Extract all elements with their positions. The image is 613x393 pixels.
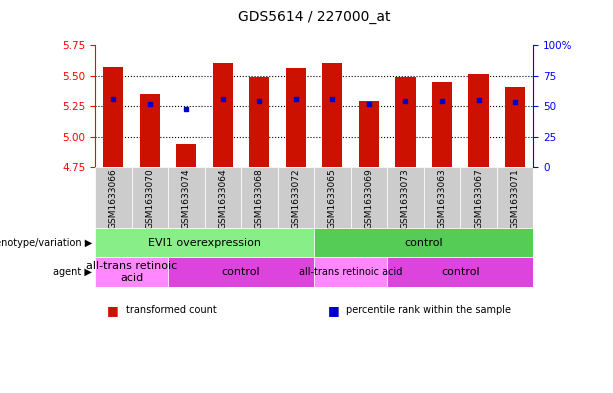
Bar [103,67,123,167]
Text: agent ▶: agent ▶ [53,267,92,277]
Text: all-trans retinoic acid: all-trans retinoic acid [299,267,402,277]
Bar [241,167,278,228]
Text: GSM1633067: GSM1633067 [474,168,483,229]
Bar [432,82,452,167]
Text: all-trans retinoic
acid: all-trans retinoic acid [86,261,177,283]
Bar [314,167,351,228]
Bar [95,257,168,287]
Text: transformed count: transformed count [126,305,216,316]
Bar [460,167,497,228]
Bar [213,63,233,167]
Text: GSM1633068: GSM1633068 [255,168,264,229]
Text: GSM1633063: GSM1633063 [438,168,446,229]
Bar [95,167,132,228]
Bar [314,228,533,257]
Text: ■: ■ [328,304,340,317]
Bar [249,77,270,167]
Text: GSM1633072: GSM1633072 [291,168,300,229]
Bar [168,167,205,228]
Text: genotype/variation ▶: genotype/variation ▶ [0,238,92,248]
Bar [497,167,533,228]
Bar [177,144,196,167]
Text: control: control [441,267,479,277]
Text: GSM1633065: GSM1633065 [328,168,337,229]
Text: GSM1633071: GSM1633071 [511,168,520,229]
Text: control: control [405,238,443,248]
Text: EVI1 overexpression: EVI1 overexpression [148,238,261,248]
Text: GDS5614 / 227000_at: GDS5614 / 227000_at [238,9,390,24]
Bar [387,257,533,287]
Bar [205,167,241,228]
Bar [314,257,387,287]
Text: control: control [222,267,261,277]
Text: GSM1633066: GSM1633066 [109,168,118,229]
Bar [424,167,460,228]
Bar [351,167,387,228]
Bar [278,167,314,228]
Bar [505,86,525,167]
Text: GSM1633069: GSM1633069 [365,168,373,229]
Bar [286,68,306,167]
Text: GSM1633074: GSM1633074 [182,168,191,229]
Text: GSM1633064: GSM1633064 [218,168,227,229]
Bar [95,228,314,257]
Bar [468,74,489,167]
Bar [140,94,160,167]
Text: GSM1633073: GSM1633073 [401,168,410,229]
Bar [322,63,343,167]
Text: GSM1633070: GSM1633070 [145,168,154,229]
Bar [359,101,379,167]
Bar [387,167,424,228]
Bar [395,77,416,167]
Text: ■: ■ [107,304,119,317]
Bar [132,167,168,228]
Bar [168,257,314,287]
Text: percentile rank within the sample: percentile rank within the sample [346,305,511,316]
